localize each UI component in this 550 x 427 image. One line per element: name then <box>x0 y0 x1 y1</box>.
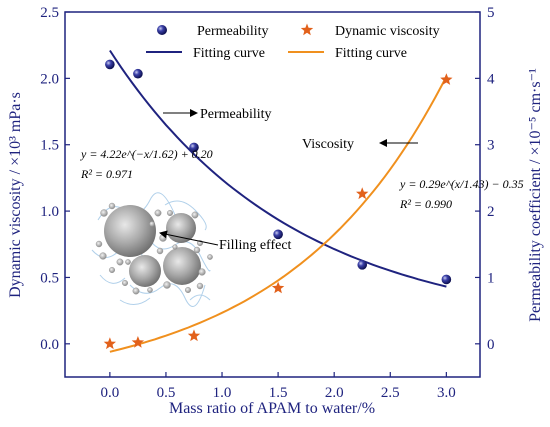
viscosity-point <box>131 336 145 348</box>
y-left-tick-label: 1.0 <box>40 204 59 220</box>
y-left-axis-title: Dynamic viscosity / ×10³ mPa·s <box>7 92 24 298</box>
x-axis-title: Mass ratio of APAM to water/% <box>169 400 375 417</box>
annotation-permeability: Permeability <box>200 107 272 122</box>
annotation-filling-effect: Filling effect <box>219 238 292 253</box>
y-right-tick-label: 4 <box>487 71 495 87</box>
legend-marker-viscosity <box>300 23 314 36</box>
y-left-tick-label: 0.5 <box>40 270 59 286</box>
permeability-point <box>273 229 283 240</box>
fit-curve-viscosity <box>109 76 448 353</box>
r2-viscosity-fit: R² = 0.990 <box>399 197 452 211</box>
x-axis-ticks: 0.0 0.5 1.0 1.5 2.0 2.5 3.0 <box>100 372 456 401</box>
fit-curve-permeability <box>109 49 447 288</box>
y-left-axis-ticks: 0.0 0.5 1.0 1.5 2.0 2.5 <box>40 5 70 353</box>
x-tick-label: 2.5 <box>381 385 400 401</box>
equation-viscosity-fit: y = 0.29e^(x/1.43) − 0.35 <box>399 177 524 191</box>
y-right-axis-title: Permeability coefficient / ×10⁻⁵ cm·s⁻¹ <box>527 68 544 322</box>
y-right-axis-ticks: 0 1 2 3 4 5 <box>475 5 495 353</box>
y-right-tick-label: 2 <box>487 204 495 220</box>
permeability-point <box>189 142 199 153</box>
y-right-tick-label: 1 <box>487 270 495 286</box>
fit-curves <box>109 49 448 353</box>
plot-frame <box>64 11 481 378</box>
annotation-viscosity: Viscosity <box>302 137 354 152</box>
viscosity-point <box>271 281 285 294</box>
r2-permeability-fit: R² = 0.971 <box>80 167 133 181</box>
y-right-tick-label: 5 <box>487 5 495 21</box>
filling-effect-arrow <box>159 230 219 246</box>
permeability-point <box>357 260 368 270</box>
y-right-tick-label: 0 <box>487 337 495 353</box>
viscosity-point <box>187 329 201 342</box>
legend-marker-permeability <box>157 25 167 35</box>
legend-label-fit-permeability: Fitting curve <box>193 46 265 61</box>
y-left-tick-label: 0.0 <box>40 337 59 353</box>
permeability-point <box>441 274 452 285</box>
y-left-tick-label: 2.0 <box>40 71 59 87</box>
x-tick-label: 2.0 <box>325 385 344 401</box>
x-tick-label: 0.0 <box>100 385 119 401</box>
x-tick-label: 0.5 <box>157 385 176 401</box>
legend-label-fit-viscosity: Fitting curve <box>335 46 407 61</box>
viscosity-point <box>103 337 116 350</box>
legend-label-viscosity: Dynamic viscosity <box>335 24 440 39</box>
legend: Permeability Dynamic viscosity Fitting c… <box>146 23 440 61</box>
x-tick-label: 1.0 <box>213 385 232 401</box>
legend-label-permeability: Permeability <box>197 24 269 39</box>
filling-effect-illustration <box>91 192 213 307</box>
x-tick-label: 1.5 <box>269 385 288 401</box>
permeability-point <box>133 68 143 79</box>
viscosity-point <box>440 73 453 85</box>
equation-permeability-fit: y = 4.22e^(−x/1.62) + 0.20 <box>80 147 213 161</box>
x-tick-label: 3.0 <box>437 385 456 401</box>
y-right-tick-label: 3 <box>487 138 495 154</box>
permeability-point <box>105 59 115 70</box>
viscosity-point <box>356 187 369 200</box>
data-markers <box>103 59 453 350</box>
y-left-tick-label: 1.5 <box>40 138 59 154</box>
y-left-tick-label: 2.5 <box>40 5 59 21</box>
